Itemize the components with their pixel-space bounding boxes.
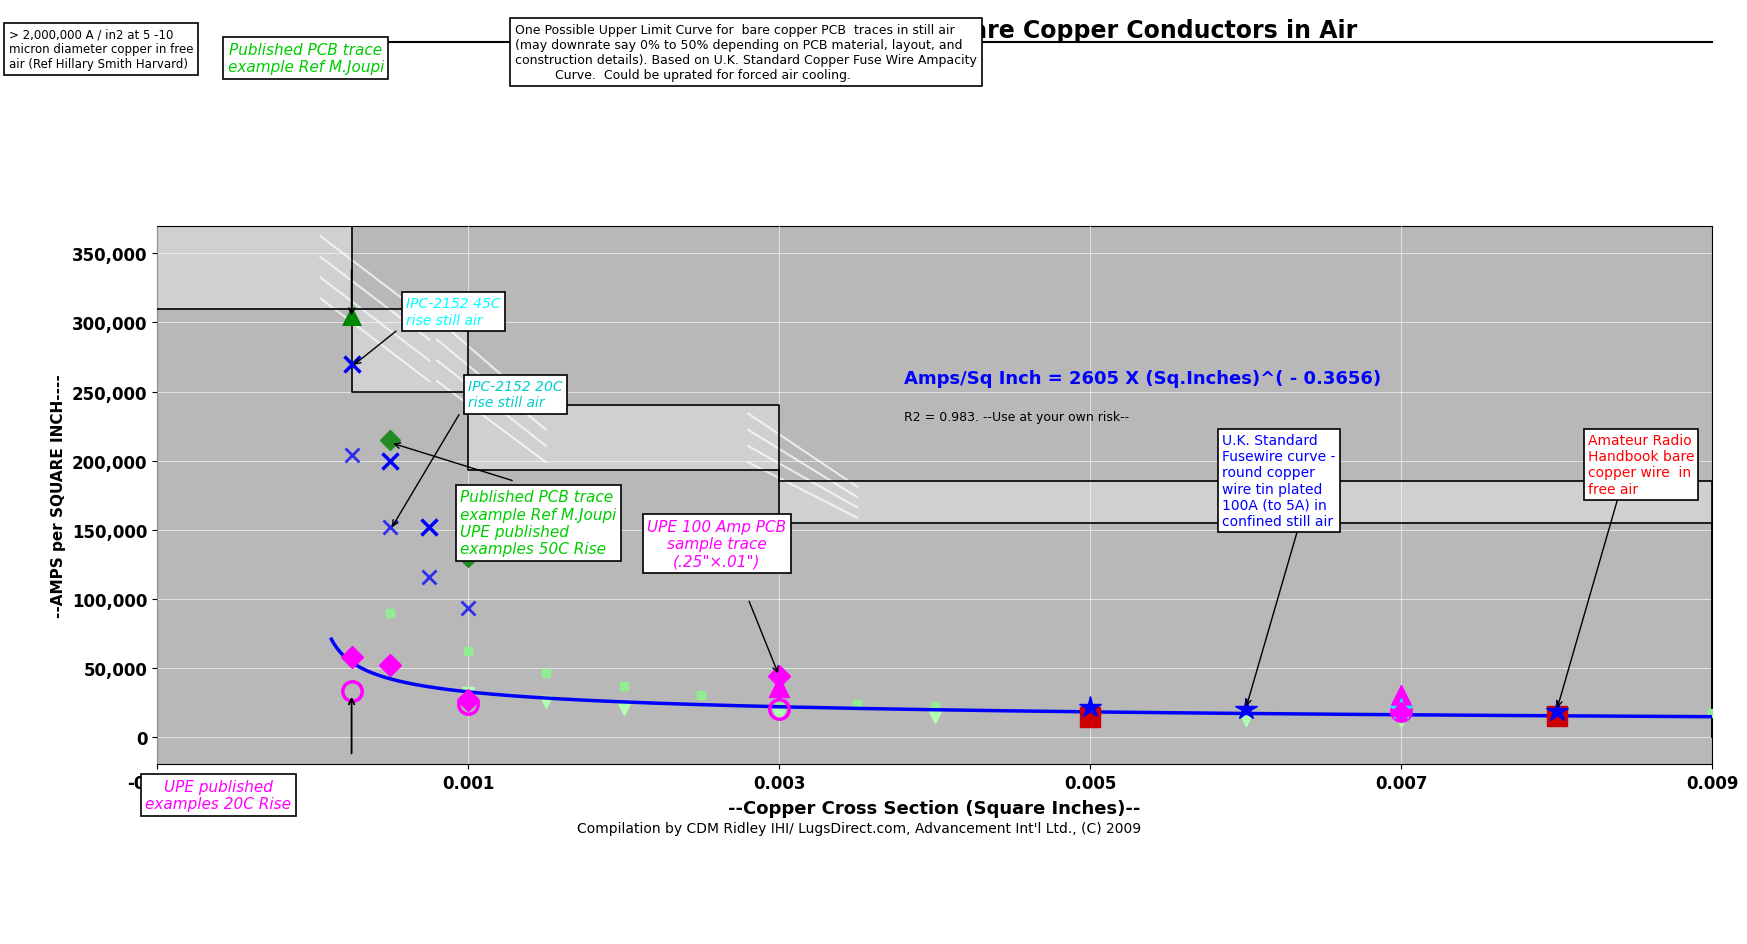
Polygon shape	[157, 227, 1712, 523]
Text: UPE published
examples 20C Rise: UPE published examples 20C Rise	[145, 779, 292, 811]
X-axis label: --Copper Cross Section (Square Inches)--: --Copper Cross Section (Square Inches)--	[728, 800, 1141, 818]
Text: IPC-2152 45C
rise still air: IPC-2152 45C rise still air	[405, 297, 501, 328]
Text: UPE 100 Amp PCB
sample trace
(.25"×.01"): UPE 100 Amp PCB sample trace (.25"×.01")	[648, 519, 786, 569]
Text: Amateur Radio
Handbook bare
copper wire  in
free air: Amateur Radio Handbook bare copper wire …	[1588, 433, 1695, 496]
Text: IPC-2152 20C
rise still air: IPC-2152 20C rise still air	[468, 379, 563, 410]
Text: Published PCB trace
example Ref M.Joupi
UPE published
examples 50C Rise: Published PCB trace example Ref M.Joupi …	[461, 490, 617, 557]
Text: R2 = 0.983. --Use at your own risk--: R2 = 0.983. --Use at your own risk--	[903, 411, 1129, 424]
Text: Amps/Sq Inch = 2605 X (Sq.Inches)^( - 0.3656): Amps/Sq Inch = 2605 X (Sq.Inches)^( - 0.…	[903, 369, 1380, 387]
Text: > 2,000,000 A / in2 at 5 -10
micron diameter copper in free
air (Ref Hillary Smi: > 2,000,000 A / in2 at 5 -10 micron diam…	[9, 28, 194, 72]
Text: Compilation by CDM Ridley IHI/ LugsDirect.com, Advancement Int'l Ltd., (C) 2009: Compilation by CDM Ridley IHI/ LugsDirec…	[577, 821, 1141, 835]
Text: One Possible Upper Limit Curve for  bare copper PCB  traces in still air
(may do: One Possible Upper Limit Curve for bare …	[515, 24, 977, 81]
Y-axis label: --AMPS per SQUARE INCH----: --AMPS per SQUARE INCH----	[51, 374, 66, 617]
Text: Published PCB trace
example Ref M.Joupi: Published PCB trace example Ref M.Joupi	[227, 42, 384, 75]
Text: Maximum Amps Per Square Inch Bare Copper Conductors in Air: Maximum Amps Per Square Inch Bare Copper…	[512, 19, 1357, 42]
Text: U.K. Standard
Fusewire curve -
round copper
wire tin plated
100A (to 5A) in
conf: U.K. Standard Fusewire curve - round cop…	[1223, 433, 1336, 529]
